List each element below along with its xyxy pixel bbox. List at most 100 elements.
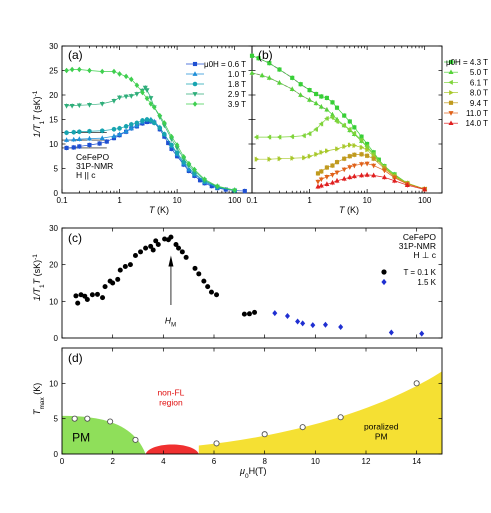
panel-a-point: [128, 125, 134, 131]
panel-b-point: [318, 121, 324, 127]
panel-b-point: [290, 155, 295, 161]
panel-c-legend-marker: [381, 278, 387, 286]
panel-b-point: [370, 151, 376, 157]
panel-a-ytick-label: 10: [49, 140, 58, 149]
panel-b-point: [329, 111, 335, 117]
panel-d-xtick-label: 2: [110, 457, 115, 466]
panel-b-series-6: [315, 172, 428, 193]
panel-b-point: [358, 137, 364, 143]
panel-a-point: [117, 95, 123, 101]
panel-b-point: [324, 181, 330, 187]
panel-d-xtick-label: 12: [362, 457, 371, 466]
panel-a-xtick-label: 100: [228, 196, 242, 205]
panel-b-legend-entry: 14.0 T: [465, 119, 488, 128]
panel-b-series-1: [249, 70, 428, 192]
panel-a-point: [174, 150, 180, 156]
panel-b-xtick-label: 0.1: [246, 196, 258, 205]
panel-b-point: [371, 172, 377, 178]
panel-c-point: [132, 253, 138, 258]
panel-b-point: [290, 75, 295, 80]
polarized-pm-region-label: poralized: [364, 421, 399, 431]
panel-c-legend-marker: [381, 269, 387, 275]
panel-a-point: [223, 187, 228, 192]
panel-b-point: [267, 156, 273, 162]
panel-b-point: [342, 113, 347, 118]
panel-b-point: [256, 56, 261, 61]
panel-c-point: [168, 234, 174, 240]
panel-b-point: [319, 149, 325, 155]
panel-a-point: [242, 188, 247, 194]
panel-b-legend-marker: [448, 100, 454, 105]
panel-a-point: [71, 129, 77, 135]
panel-b-point: [318, 182, 324, 188]
panel-c-point: [117, 267, 123, 273]
panel-b-point: [359, 162, 365, 167]
panel-c-point: [122, 264, 128, 269]
panel-a-point: [151, 104, 157, 111]
panel-b-series-line: [251, 72, 425, 190]
panel-a-ylabel: 1/T1T (sK)-1: [32, 90, 46, 137]
panel-a-point: [134, 120, 140, 126]
panel-a-point: [97, 141, 102, 146]
panel-b-point: [347, 142, 353, 148]
panel-c-point: [162, 236, 168, 242]
panel-a-annotation: CeFePO: [76, 152, 109, 162]
panel-c-point: [143, 245, 149, 251]
panel-b-point: [307, 97, 313, 102]
panel-a-xlabel: T (K): [149, 205, 169, 215]
panel-b-point: [329, 115, 335, 121]
panel-c-ytick-label: 0: [54, 334, 59, 343]
panel-c-point: [246, 311, 252, 317]
panel-a-legend-entry: 3.9 T: [228, 100, 246, 109]
panel-b-point: [347, 174, 353, 180]
panel-a-point: [144, 88, 150, 93]
panel-b-point: [381, 174, 387, 180]
panel-b-xlabel: T (K): [339, 205, 359, 215]
panel-b-legend-marker: [448, 59, 454, 65]
panel-a-point: [87, 128, 92, 134]
panel-a-point: [174, 142, 180, 148]
panel-a-point: [181, 159, 186, 165]
panel-b-point: [289, 86, 295, 91]
panel-d-point: [213, 440, 220, 447]
panel-c-point: [94, 291, 100, 297]
panel-b-point: [334, 160, 340, 165]
panel-a-legend-entry: 1.0 T: [228, 70, 246, 79]
panel-c-point: [176, 245, 182, 251]
panel-d-xtick-label: 4: [161, 457, 166, 466]
panel-d-xtick-label: 8: [262, 457, 267, 466]
panel-a-point: [148, 118, 154, 123]
panel-b-point: [364, 143, 369, 149]
panel-c-legend-entry: 1.5 K: [417, 278, 436, 287]
panel-a-point: [134, 92, 140, 97]
panel-a-ytick-label: 0: [54, 189, 59, 198]
panel-b-point: [324, 115, 329, 122]
panel-b-point: [352, 152, 357, 157]
panel-d-point: [413, 380, 420, 387]
panel-a-point: [169, 133, 174, 140]
panel-c-point: [272, 310, 278, 317]
panel-c-ytick-label: 20: [49, 261, 58, 270]
panel-a-ytick-label: 15: [49, 116, 58, 125]
panel-b-point: [330, 163, 335, 168]
panel-b-point: [334, 170, 340, 176]
panel-a-point: [71, 136, 77, 142]
panel-d-label: (d): [68, 351, 83, 365]
panel-b-point: [253, 134, 259, 140]
panel-b-point: [277, 156, 283, 162]
panel-b-point: [352, 142, 358, 148]
panel-a-ytick-label: 25: [49, 67, 58, 76]
panel-a-point: [123, 94, 129, 100]
panel-b-point: [347, 165, 353, 170]
panel-a-point: [181, 153, 186, 160]
panel-c-point: [192, 265, 198, 271]
panel-b-point: [334, 105, 340, 110]
panel-a-point: [186, 166, 192, 172]
panel-a-point: [86, 102, 92, 108]
panel-b-point: [359, 134, 364, 139]
panel-c-point: [179, 249, 185, 255]
panel-b-legend-marker: [448, 79, 453, 85]
panel-a-point: [111, 68, 117, 75]
panel-c-annotation: 31P-NMR: [399, 241, 436, 251]
panel-a-point: [169, 146, 174, 151]
